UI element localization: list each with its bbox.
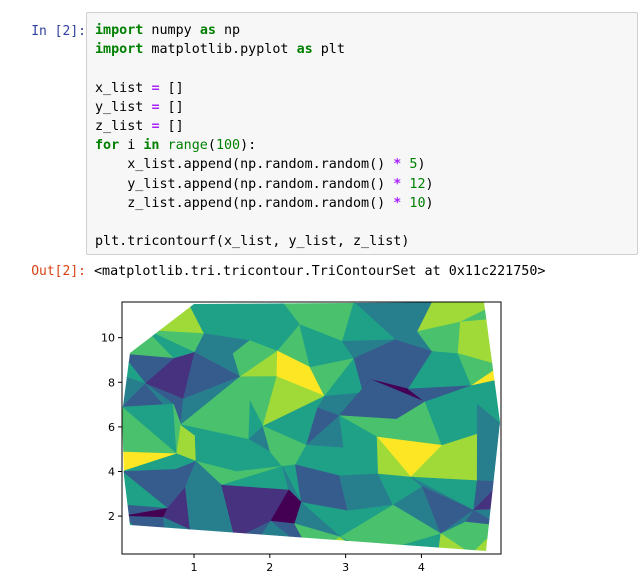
x-tick-label: 3 <box>342 561 349 574</box>
output-prompt: Out[2]: <box>31 264 86 279</box>
code-line-9: z_list.append(np.random.random() * 10) <box>95 195 434 211</box>
y-tick-label: 4 <box>108 465 115 478</box>
code-line-6: for i in range(100): <box>95 138 257 154</box>
x-tick-label: 4 <box>418 561 425 574</box>
code-line-8: y_list.append(np.random.random() * 12) <box>95 176 434 192</box>
code-line-4: y_list = [] <box>95 99 184 115</box>
contour-region <box>166 529 203 551</box>
contour-fill <box>122 302 500 551</box>
axes: 1 2 3 4 2 4 6 8 10 <box>101 332 425 574</box>
code-line-7: x_list.append(np.random.random() * 5) <box>95 157 426 173</box>
code-line-5: z_list = [] <box>95 119 184 135</box>
contour-region <box>189 529 249 551</box>
code-line-2: import matplotlib.pyplot as plt <box>95 42 345 58</box>
contour-region <box>122 302 148 342</box>
input-prompt: In [2]: <box>31 24 86 39</box>
code-line-10: plt.tricontourf(x_list, y_list, z_list) <box>95 234 410 250</box>
contour-region <box>189 529 250 551</box>
code-line-3: x_list = [] <box>95 80 184 96</box>
y-tick-label: 8 <box>108 376 115 389</box>
code-cell[interactable]: import numpy as np import matplotlib.pyp… <box>86 12 638 255</box>
code-editor[interactable]: import numpy as np import matplotlib.pyp… <box>95 21 434 251</box>
contour-region <box>122 515 168 551</box>
plot-frame <box>121 301 502 555</box>
x-tick-label: 1 <box>191 561 198 574</box>
y-tick-label: 2 <box>108 510 115 523</box>
y-tick-label: 6 <box>108 421 115 434</box>
tricontour-plot: 1 2 3 4 2 4 6 8 10 <box>101 301 502 574</box>
code-line-1: import numpy as np <box>95 23 241 38</box>
output-text: <matplotlib.tri.tricontour.TriContourSet… <box>94 264 546 279</box>
y-tick-label: 10 <box>101 332 115 345</box>
x-tick-label: 2 <box>266 561 273 574</box>
